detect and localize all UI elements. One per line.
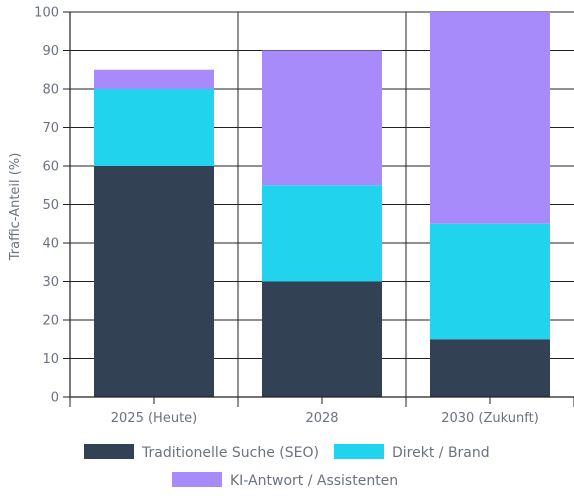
bars xyxy=(94,12,550,397)
tick-labels: 0 10 20 30 40 50 60 70 80 90 100 2025 (Heute) 2028 20… xyxy=(34,6,574,426)
bar-segment xyxy=(262,50,382,186)
y-tick-label: 70 xyxy=(42,121,59,136)
y-axis-title: Traffic-Anteil (%) xyxy=(8,153,23,262)
y-tick-label: 100 xyxy=(34,6,59,21)
legend-label: Traditionelle Suche (SEO) xyxy=(141,445,319,461)
y-tick-label: 90 xyxy=(42,44,59,59)
y-tick-label: 10 xyxy=(42,352,59,367)
x-tick-label: 2028 xyxy=(305,411,338,426)
legend-label: KI-Antwort / Assistenten xyxy=(230,473,398,489)
bar-segment xyxy=(262,281,382,397)
legend-swatch xyxy=(334,444,384,459)
bar-segment xyxy=(94,69,214,89)
y-tick-label: 30 xyxy=(42,275,59,290)
bar-segment xyxy=(94,166,214,397)
y-tick-label: 80 xyxy=(42,83,59,98)
x-tick-label: 2030 (Zukunft) xyxy=(441,411,539,426)
legend: Traditionelle Suche (SEO) Direkt / Brand K… xyxy=(84,444,490,489)
bar-segment xyxy=(94,89,214,166)
y-tick-label: 40 xyxy=(42,237,59,252)
bar-segment xyxy=(430,12,550,224)
y-tick-label: 50 xyxy=(42,198,59,213)
bar-segment xyxy=(262,185,382,282)
legend-swatch xyxy=(84,444,134,459)
bar-segment xyxy=(430,339,550,397)
y-tick-label: 60 xyxy=(42,160,59,175)
y-tick-label: 0 xyxy=(51,391,59,406)
bar-segment xyxy=(430,223,550,340)
legend-swatch xyxy=(172,472,222,487)
x-tick-label: 2025 (Heute) xyxy=(111,411,197,426)
y-tick-label: 20 xyxy=(42,314,59,329)
legend-label: Direkt / Brand xyxy=(392,445,490,461)
